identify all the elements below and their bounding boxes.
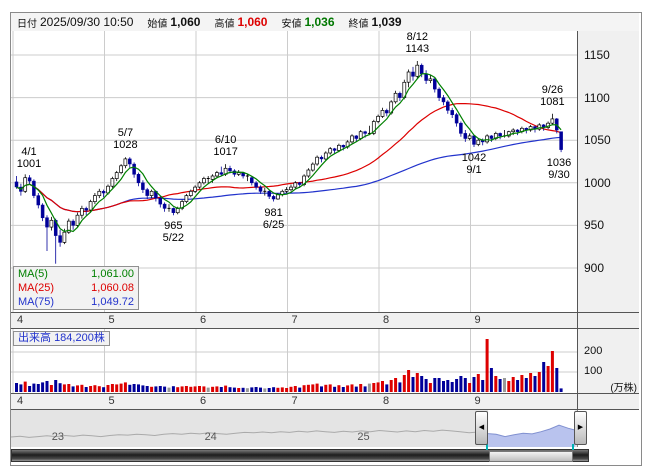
date-value: 2025/09/30 10:50 bbox=[40, 15, 134, 29]
chart-annotation: 965 5/22 bbox=[162, 220, 185, 245]
volume-chart: 出来高 184,200株 bbox=[11, 329, 578, 393]
month-label: 6 bbox=[199, 395, 207, 407]
volume-tick-100: 100 bbox=[584, 365, 603, 377]
open-label: 始値 bbox=[147, 18, 168, 30]
range-year-labels: 23 24 25 bbox=[11, 410, 577, 447]
close-value: 1,039 bbox=[371, 15, 402, 29]
minimap-year-label: 25 bbox=[357, 431, 370, 443]
month-label: 7 bbox=[291, 314, 298, 326]
range-left-arrow-button[interactable]: ◀ bbox=[475, 411, 488, 445]
minimap-year-label: 23 bbox=[51, 431, 64, 443]
quote-header: 日付 2025/09/30 10:50 始値 1,060 高値 1,060 安値… bbox=[11, 13, 639, 32]
month-label: 9 bbox=[474, 395, 481, 407]
high-value: 1,060 bbox=[237, 15, 268, 29]
volume-axis: 200 100 (万株) bbox=[578, 329, 639, 394]
chart-annotation: 1042 9/1 bbox=[461, 152, 487, 177]
month-label: 4 bbox=[17, 395, 24, 407]
close-label: 終値 bbox=[348, 18, 369, 30]
ma25-row: MA(25) 1,060.08 bbox=[14, 281, 138, 295]
high-label: 高値 bbox=[214, 18, 235, 30]
month-label: 9 bbox=[474, 314, 481, 326]
ma5-label: MA(5) bbox=[18, 268, 48, 280]
ma5-row: MA(5) 1,061.00 bbox=[14, 267, 138, 281]
month-label: 4 bbox=[17, 314, 24, 326]
chart-annotation: 981 6/25 bbox=[262, 206, 285, 231]
price-axis-tick: 1150 bbox=[584, 48, 610, 62]
month-label: 5 bbox=[108, 314, 115, 326]
minimap-year-label: 24 bbox=[204, 431, 217, 443]
price-axis: 1150 1100 1050 1000 950 900 bbox=[578, 31, 639, 312]
price-axis-tick: 1000 bbox=[584, 175, 611, 190]
ma5-value: 1,061.00 bbox=[91, 268, 134, 280]
scrollbar-track[interactable] bbox=[11, 449, 589, 462]
scrollbar-thumb[interactable] bbox=[489, 451, 573, 462]
month-axis-top: 4 5 6 7 8 9 bbox=[11, 312, 639, 329]
low-label: 安値 bbox=[281, 18, 302, 30]
chart-annotation: 6/10 1017 bbox=[213, 134, 238, 159]
price-axis-tick: 1100 bbox=[584, 90, 610, 105]
volume-tick-200: 200 bbox=[584, 345, 603, 357]
volume-chart-canvas bbox=[11, 329, 577, 393]
price-chart: 4/1 1001 5/7 1028 965 5/22 6/10 1017 981 6/25 8/12… bbox=[11, 31, 578, 312]
chart-annotation: 8/12 1143 bbox=[405, 30, 430, 55]
chart-annotation: 9/26 1081 bbox=[540, 83, 565, 108]
chart-annotation: 1036 9/30 bbox=[546, 157, 572, 182]
ma25-value: 1,060.08 bbox=[91, 282, 134, 294]
month-axis-bottom: 4 5 6 7 8 9 bbox=[11, 393, 639, 410]
volume-unit: (万株) bbox=[610, 383, 637, 394]
month-label: 6 bbox=[199, 314, 207, 326]
month-label: 8 bbox=[382, 395, 390, 407]
range-selector[interactable]: 23 24 25 ◀ ▶ bbox=[11, 410, 587, 447]
price-axis-tick: 950 bbox=[584, 218, 605, 233]
axis-divider bbox=[577, 313, 578, 328]
range-right-arrow-button[interactable]: ▶ bbox=[574, 411, 587, 445]
selection-start-tick bbox=[486, 444, 488, 450]
volume-value: 184,200株 bbox=[54, 332, 105, 344]
chart-annotation: 4/1 1001 bbox=[16, 145, 42, 170]
date-label: 日付 bbox=[17, 18, 37, 30]
open-value: 1,060 bbox=[170, 15, 201, 29]
selection-end-tick bbox=[572, 444, 574, 450]
month-label: 8 bbox=[382, 314, 390, 326]
stock-chart-widget: 日付 2025/09/30 10:50 始値 1,060 高値 1,060 安値… bbox=[10, 12, 642, 466]
ma-legend: MA(5) 1,061.00 MA(25) 1,060.08 MA(75) 1,… bbox=[13, 266, 139, 310]
ma75-label: MA(75) bbox=[18, 296, 55, 308]
month-label: 7 bbox=[291, 395, 298, 407]
ma75-value: 1,049.72 bbox=[91, 296, 134, 308]
low-value: 1,036 bbox=[304, 15, 335, 29]
volume-legend: 出来高 184,200株 bbox=[13, 331, 110, 346]
range-selector-canvas bbox=[11, 410, 577, 447]
chart-annotation: 5/7 1028 bbox=[113, 127, 138, 152]
price-axis-tick: 1050 bbox=[584, 133, 611, 148]
price-axis-tick: 900 bbox=[584, 261, 605, 275]
axis-divider bbox=[577, 394, 578, 409]
volume-label: 出来高 bbox=[18, 332, 51, 344]
month-label: 5 bbox=[108, 395, 115, 407]
ma25-label: MA(25) bbox=[18, 282, 55, 294]
ma75-row: MA(75) 1,049.72 bbox=[14, 295, 138, 309]
